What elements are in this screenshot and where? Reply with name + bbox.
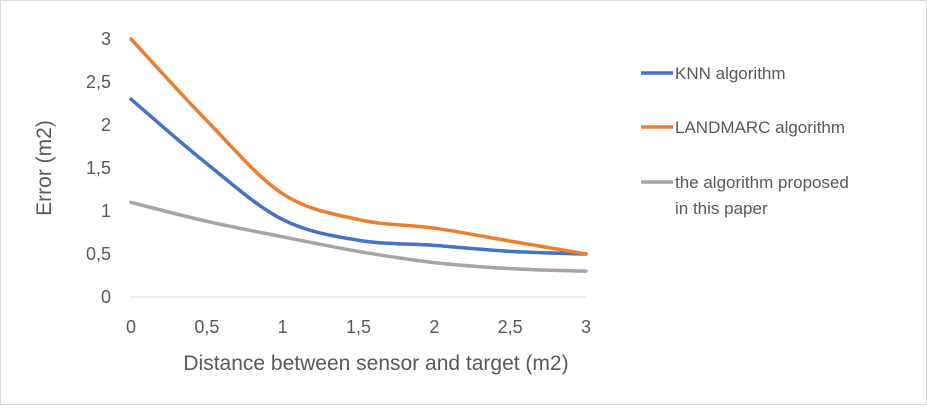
legend: KNN algorithm LANDMARC algorithm the algor… <box>641 64 849 218</box>
x-tick-label: 3 <box>581 317 591 337</box>
x-tick-label: 1,5 <box>346 317 371 337</box>
x-tick-label: 2,5 <box>498 317 523 337</box>
y-tick-label: 2 <box>101 115 111 135</box>
x-tick-label: 0,5 <box>194 317 219 337</box>
y-tick-label: 3 <box>101 29 111 49</box>
series-line-knn <box>129 97 588 256</box>
legend-label: the algorithm proposed <box>675 173 849 192</box>
x-tick-label: 2 <box>429 317 439 337</box>
y-tick-label: 0,5 <box>86 244 111 264</box>
y-tick-label: 1,5 <box>86 158 111 178</box>
series-line-proposed <box>129 200 588 273</box>
x-tick-label: 0 <box>126 317 136 337</box>
y-tick-labels: 0 0,5 1 1,5 2 2,5 3 <box>86 29 111 307</box>
legend-label: in this paper <box>675 199 768 218</box>
x-axis-title: Distance between sensor and target (m2) <box>183 352 568 375</box>
x-tick-label: 1 <box>278 317 288 337</box>
y-axis-title: Error (m2) <box>33 120 56 216</box>
series-line-landmarc <box>129 37 588 256</box>
legend-label: KNN algorithm <box>675 64 786 83</box>
series-lines <box>129 37 588 273</box>
y-tick-label: 0 <box>101 287 111 307</box>
x-tick-labels: 0 0,5 1 1,5 2 2,5 3 <box>126 317 591 337</box>
legend-label: LANDMARC algorithm <box>675 118 845 137</box>
y-tick-label: 2,5 <box>86 72 111 92</box>
y-tick-label: 1 <box>101 201 111 221</box>
